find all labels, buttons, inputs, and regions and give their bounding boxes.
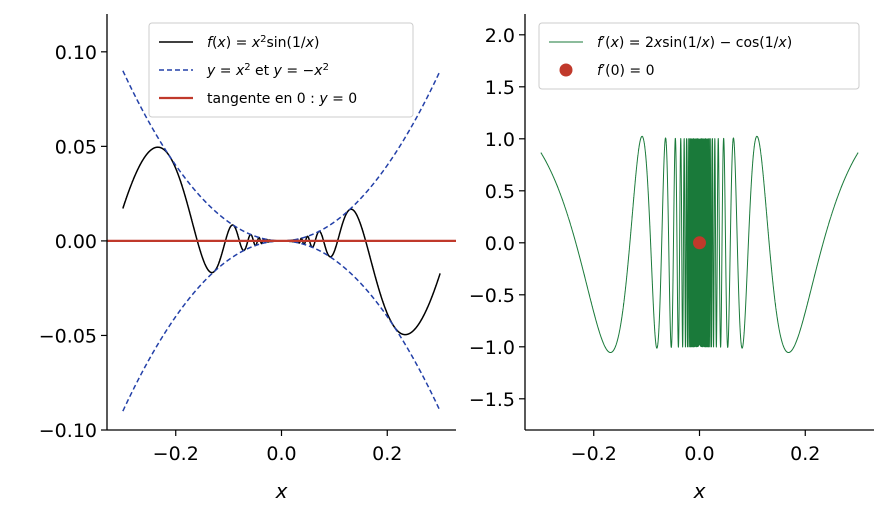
series-point [693,236,706,250]
legend-label: y = x2 et y = −x2 [206,62,329,80]
legend-label: tangente en 0 : y = 0 [207,91,357,107]
y-tick-label: 2.0 [485,25,515,47]
legend: f′(x) = 2xsin(1/x) − cos(1/x) f′(0) = 0 [538,22,860,90]
x-tick-label: 0.0 [266,443,296,465]
y-tick-label: −0.5 [469,285,515,307]
x-axis-label: x [275,479,288,503]
legend: f(x) = x2sin(1/x) y = x2 et y = −x2 tangen… [148,22,414,118]
y-tick-label: 0.10 [55,42,97,64]
y-tick-label: −1.0 [469,337,515,359]
x-tick-label: −0.2 [153,443,199,465]
legend-label: f′(x) = 2xsin(1/x) − cos(1/x) [597,35,792,51]
y-tick-label: 1.5 [485,77,515,99]
legend-box [538,22,860,90]
x-tick-label: 0.2 [790,443,820,465]
left-chart-panel: −0.2 0.0 0.2 −0.10 −0.05 0.00 0.05 0.10 x f(x) = … [39,14,456,503]
y-tick-label: −1.5 [469,389,515,411]
legend-box [148,22,414,118]
y-tick-label: 1.0 [485,129,515,151]
y-tick-label: 0.00 [55,231,97,253]
y-tick-label: 0.5 [485,181,515,203]
series-line-2-lower [122,240,441,412]
y-tick-label: −0.10 [39,420,97,442]
legend-label: f(x) = x2sin(1/x) [207,34,319,52]
x-tick-label: 0.2 [372,443,402,465]
legend-label: f′(0) = 0 [597,63,655,79]
plot-area [540,135,859,354]
x-axis-label: x [693,479,706,503]
y-tick-label: 0.05 [55,136,97,158]
plot-area [107,70,456,412]
x-tick-label: 0.0 [684,443,714,465]
x-tick-label: −0.2 [571,443,617,465]
right-chart-panel: −0.2 0.0 0.2 −1.5 −1.0 −0.5 0.0 0.5 1.0 1.5 2.0 x f′… [469,14,874,503]
y-tick-label: −0.05 [39,325,97,347]
legend-marker [559,63,573,77]
y-tick-label: 0.0 [485,233,515,255]
